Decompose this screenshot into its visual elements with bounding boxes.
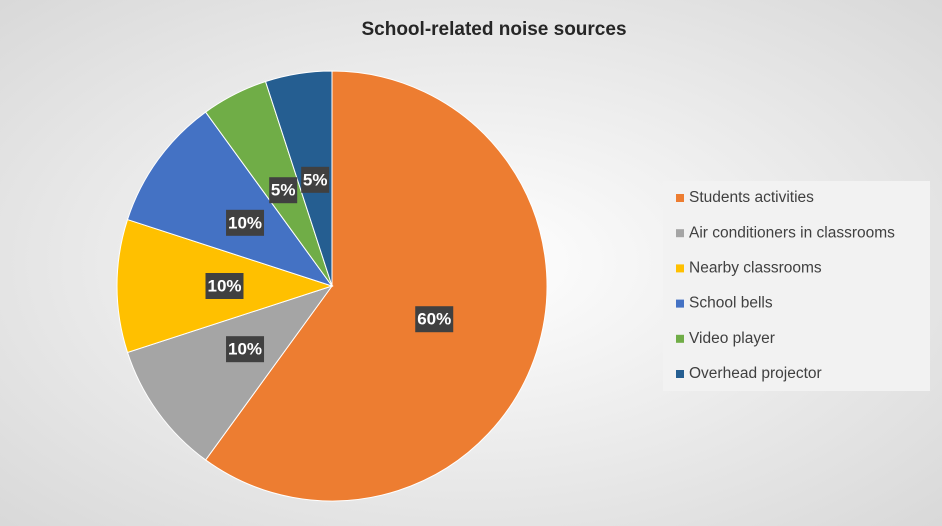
data-label-box: [301, 166, 330, 193]
legend-swatch: [676, 334, 684, 343]
data-label: 10%: [228, 340, 262, 359]
data-label-box: [226, 209, 265, 236]
pie-slice: [264, 70, 333, 287]
legend-label: Video player: [689, 330, 775, 347]
legend-label: Air conditioners in classrooms: [689, 224, 895, 241]
legend-label: Nearby classrooms: [689, 259, 822, 276]
data-label: 5%: [271, 181, 296, 200]
chart-title: School-related noise sources: [361, 19, 626, 40]
legend-label: Students activities: [689, 189, 814, 206]
data-label-box: [205, 273, 244, 299]
legend-label: Overhead projector: [689, 365, 822, 382]
legend-swatch: [676, 194, 684, 202]
data-label: 10%: [207, 276, 241, 295]
data-label: 5%: [303, 170, 328, 189]
data-label-box: [226, 336, 265, 363]
data-label: 10%: [228, 213, 262, 232]
data-label-box: [415, 306, 454, 333]
pie-slice: [126, 285, 334, 461]
pie-slice: [204, 70, 548, 502]
legend-box: [663, 181, 930, 391]
pie-slice: [126, 111, 334, 287]
legend-swatch: [676, 370, 684, 378]
legend-label: School bells: [689, 295, 773, 312]
legend-swatch: [676, 299, 684, 308]
legend-swatch: [676, 229, 684, 238]
data-label: 60%: [417, 310, 451, 329]
data-label-box: [269, 177, 298, 204]
legend-swatch: [676, 264, 684, 273]
